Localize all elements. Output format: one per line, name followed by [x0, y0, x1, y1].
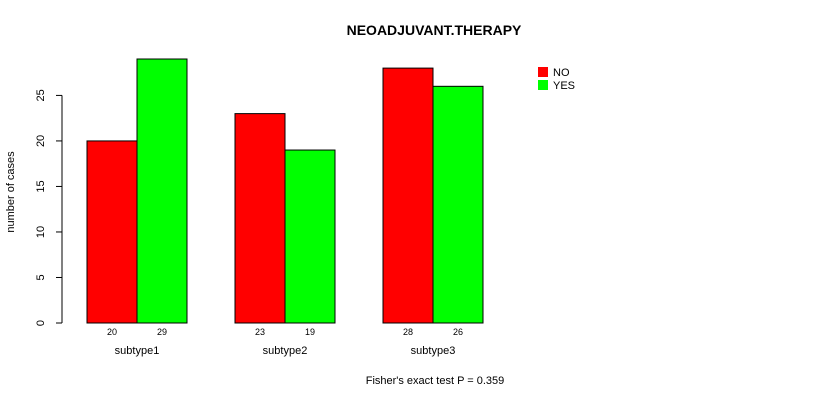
legend-label-yes: YES — [553, 80, 575, 92]
data-label-subtype3-yes: 26 — [453, 327, 463, 337]
bar-subtype3-yes — [432, 85, 484, 324]
data-label-subtype1-no: 20 — [107, 327, 117, 337]
y-tick-label: 25 — [35, 89, 47, 101]
data-label-subtype2-yes: 19 — [305, 327, 315, 337]
legend-item-no: NO — [538, 67, 570, 79]
data-label-subtype1-yes: 29 — [157, 327, 167, 337]
y-tick-label: 15 — [35, 180, 47, 192]
data-label-subtype2-no: 23 — [255, 327, 265, 337]
bar-subtype2-yes — [284, 149, 336, 324]
bar-group-subtype3: 28 26 subtype3 — [382, 67, 484, 357]
y-axis-title: number of cases — [5, 151, 17, 233]
bar-subtype2-no — [234, 113, 286, 324]
category-label-subtype2: subtype2 — [263, 345, 308, 357]
bar-subtype3-no — [382, 67, 434, 324]
y-tick-label: 0 — [35, 320, 47, 326]
bar-groups: 20 29 subtype1 23 19 subtype2 28 26 subtype3 — [86, 58, 484, 357]
legend-swatch-yes — [538, 80, 548, 90]
bar-group-subtype2: 23 19 subtype2 — [234, 113, 336, 357]
bar-subtype1-no — [86, 140, 138, 324]
y-axis: 0 5 10 15 20 25 — [35, 89, 63, 326]
data-label-subtype3-no: 28 — [403, 327, 413, 337]
y-tick-label: 10 — [35, 226, 47, 238]
category-label-subtype3: subtype3 — [411, 345, 456, 357]
y-tick-label: 5 — [35, 274, 47, 280]
chart-title: NEOADJUVANT.THERAPY — [347, 22, 522, 38]
legend-label-no: NO — [553, 67, 570, 79]
bar-group-subtype1: 20 29 subtype1 — [86, 58, 188, 357]
fisher-test-footnote: Fisher's exact test P = 0.359 — [366, 375, 505, 387]
bar-subtype1-yes — [136, 58, 188, 324]
category-label-subtype1: subtype1 — [115, 345, 160, 357]
legend-swatch-no — [538, 67, 548, 77]
y-tick-label: 20 — [35, 135, 47, 147]
legend-item-yes: YES — [538, 80, 575, 92]
